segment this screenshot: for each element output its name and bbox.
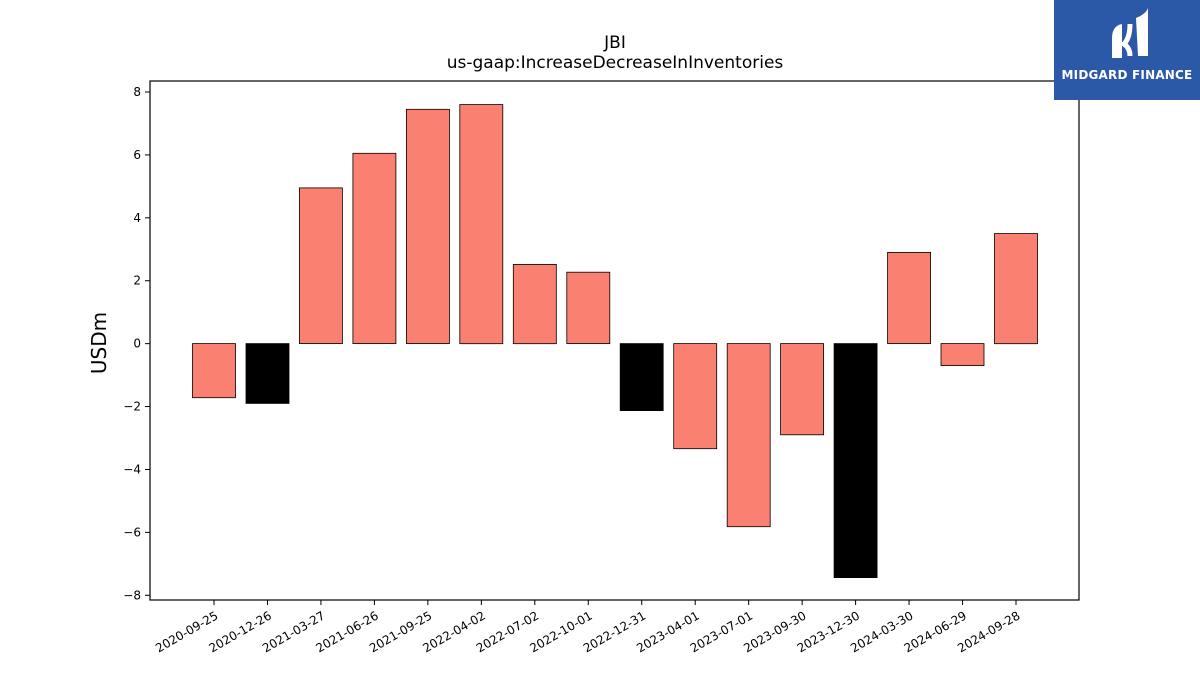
bar-2022-07-02 <box>512 263 557 345</box>
bar-2022-10-01 <box>566 271 611 345</box>
y-tick-label: 6 <box>133 148 141 162</box>
y-tick-label: −2 <box>123 400 141 414</box>
bar-2021-09-25 <box>405 108 450 345</box>
chart-subtitle: us-gaap:IncreaseDecreaseInInventories <box>447 53 784 73</box>
bar-2020-09-25 <box>192 343 236 399</box>
y-tick-label: 2 <box>133 274 141 288</box>
y-tick-label: −8 <box>123 588 141 602</box>
bar-2024-06-29 <box>940 343 985 367</box>
y-tick-label: 0 <box>133 337 141 351</box>
bar-2022-04-02 <box>459 104 504 345</box>
bar-2022-12-31 <box>619 343 664 412</box>
midgard-finance-logo: MIDGARD FINANCE <box>1054 0 1200 100</box>
y-tick-label: −6 <box>123 525 141 539</box>
y-tick-label: −4 <box>123 462 141 476</box>
bar-2023-09-30 <box>780 343 824 436</box>
y-axis-ticks: −8 −6 −4 −2 0 2 4 6 8 <box>123 85 150 602</box>
bar-2023-04-01 <box>673 343 718 450</box>
logo-mark-icon <box>1112 8 1148 58</box>
bar-2020-12-26 <box>245 343 290 404</box>
x-axis-ticks: 2020-09-252020-12-262021-03-272021-06-26… <box>153 600 1023 655</box>
bar-2024-03-30 <box>887 251 931 344</box>
y-tick-label: 8 <box>133 85 141 99</box>
chart-title: JBI <box>603 33 626 53</box>
y-axis-label: USDm <box>87 312 111 374</box>
y-tick-label: 4 <box>133 211 141 225</box>
bar-2021-03-27 <box>298 187 343 344</box>
logo-text: MIDGARD FINANCE <box>1061 68 1193 82</box>
bar-2023-12-30 <box>833 343 878 579</box>
bar-2021-06-26 <box>352 152 397 345</box>
bar-2023-07-01 <box>726 343 771 528</box>
plot-frame <box>149 80 1080 601</box>
bar-2024-09-28 <box>994 233 1038 345</box>
bars-group <box>192 104 1038 579</box>
